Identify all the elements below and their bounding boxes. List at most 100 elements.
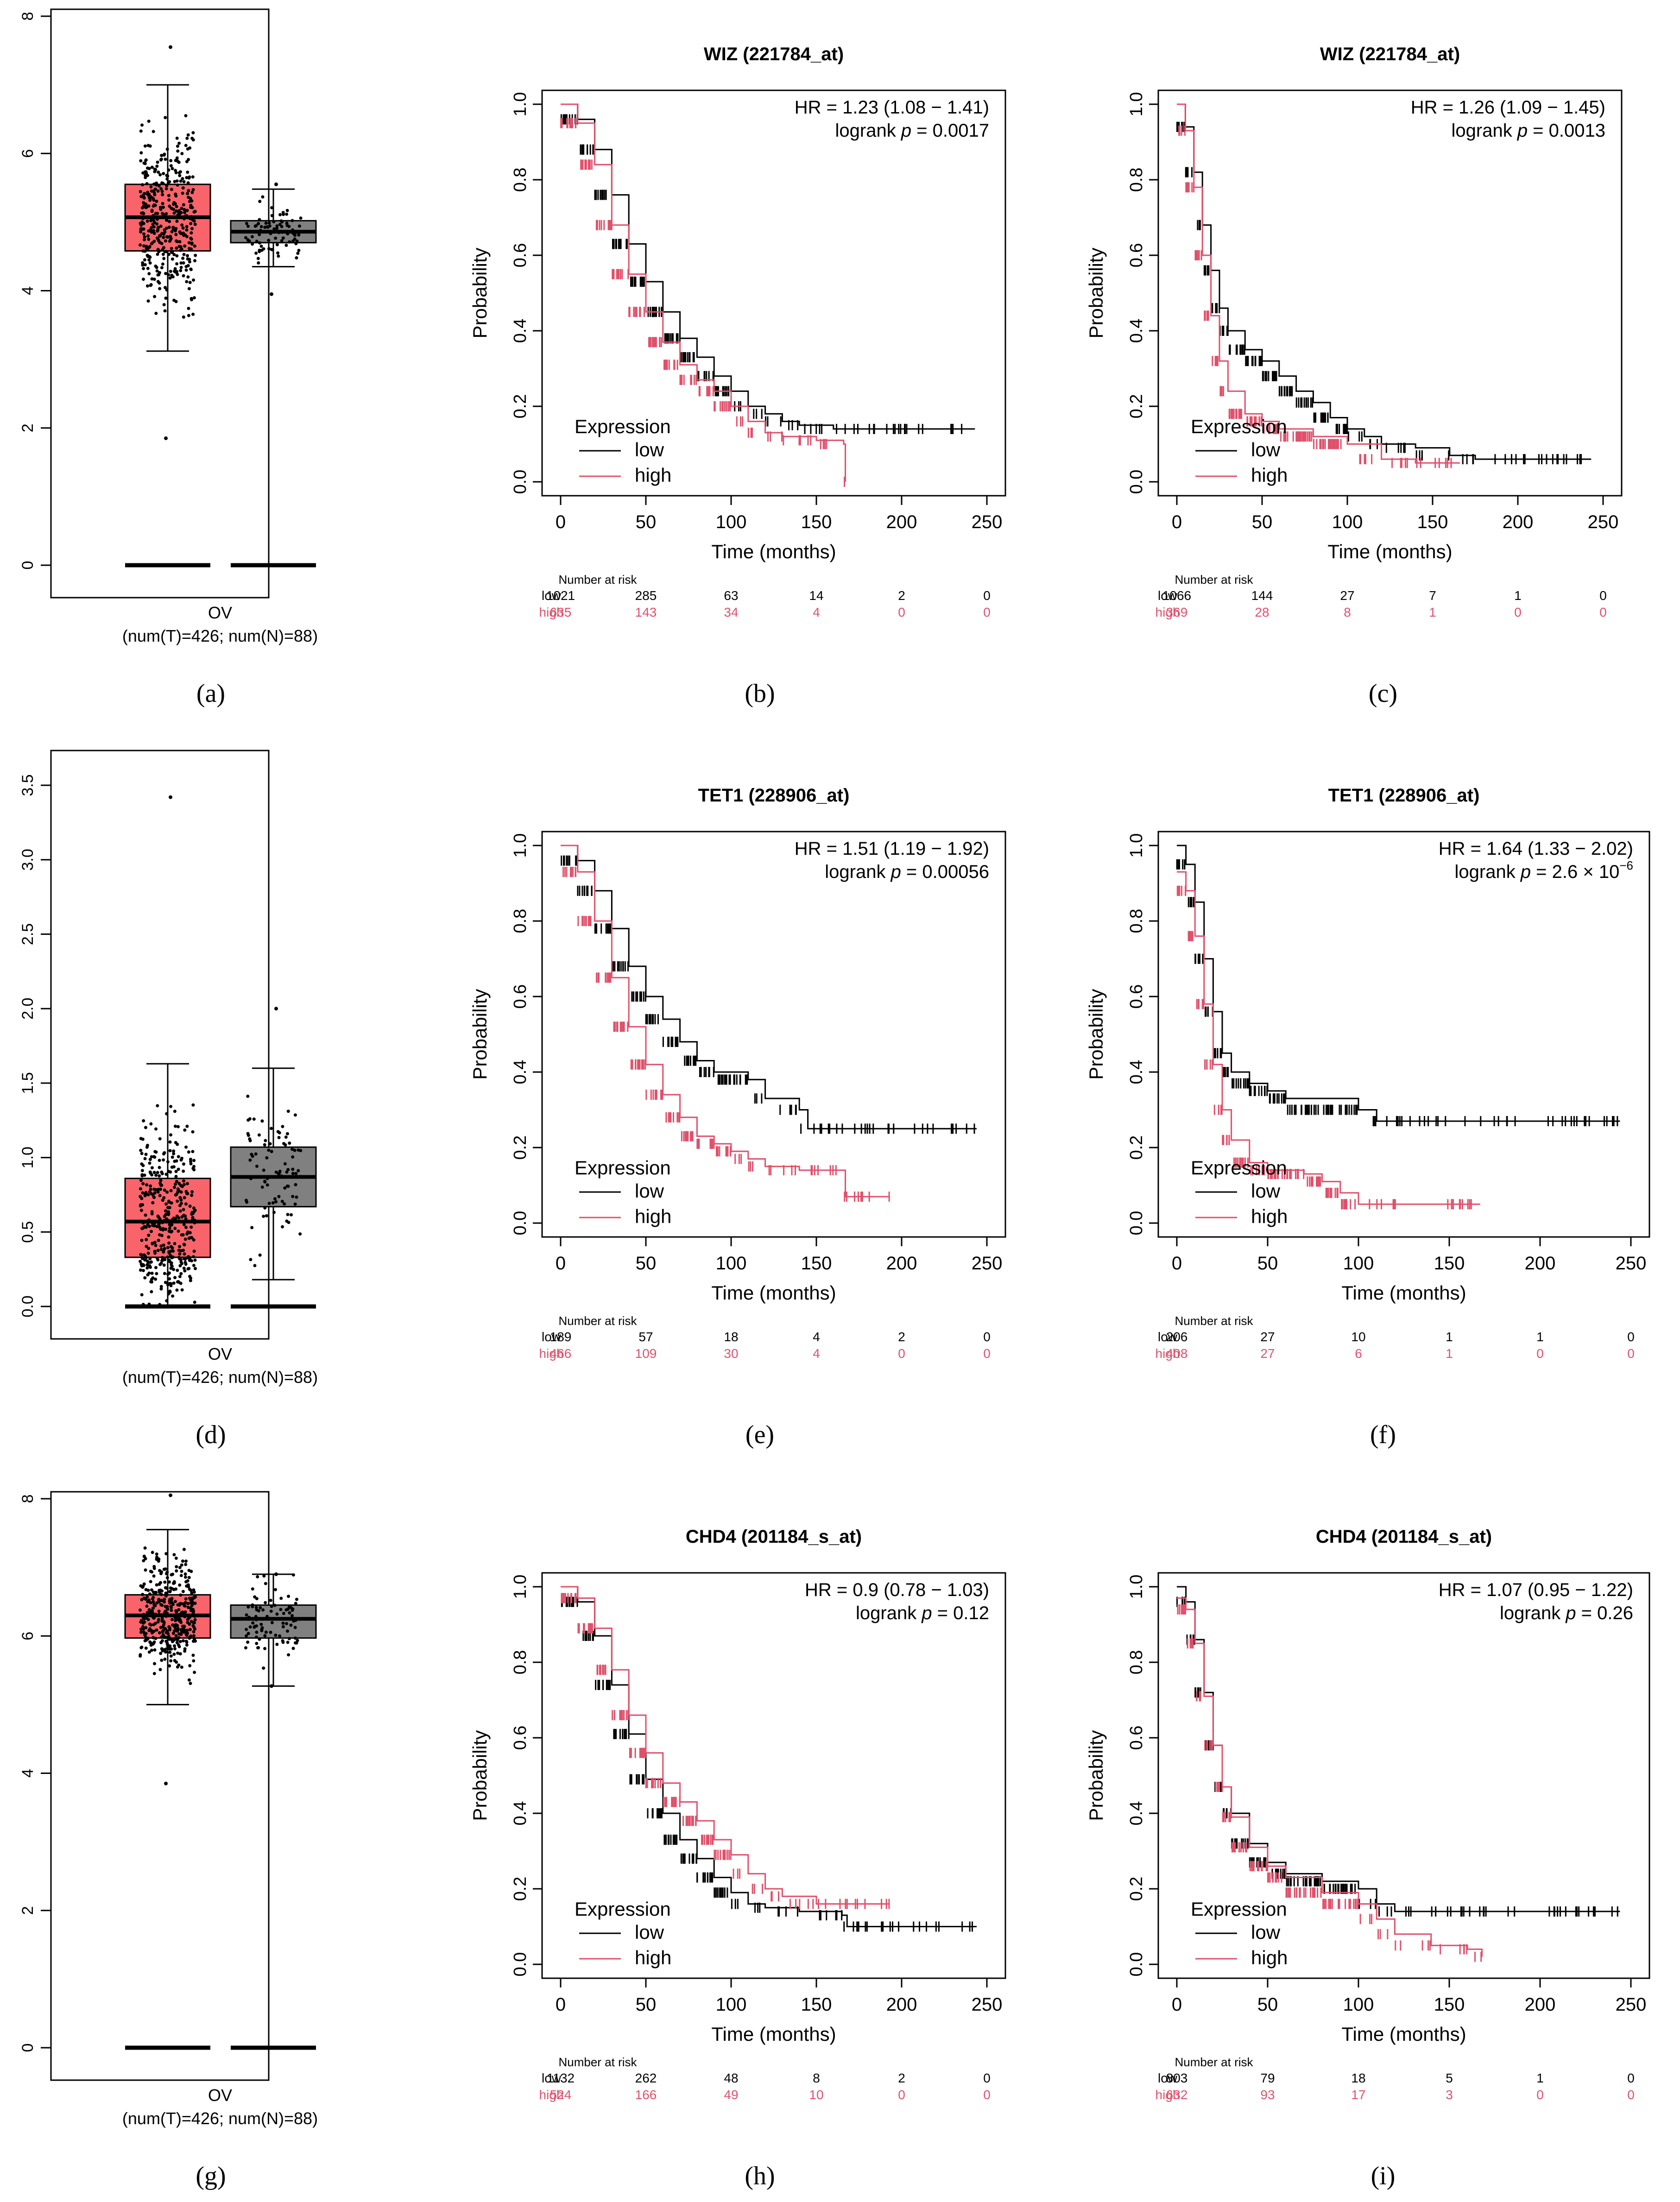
jitter-point <box>262 1574 266 1578</box>
jitter-point <box>265 1615 269 1618</box>
risk-count-low: 0 <box>1627 1330 1635 1344</box>
jitter-point <box>280 239 284 243</box>
jitter-point <box>192 1238 196 1242</box>
jitter-point <box>139 243 142 247</box>
jitter-point <box>180 1288 184 1292</box>
risk-count-high: 0 <box>898 1346 905 1361</box>
jitter-point <box>246 1605 250 1609</box>
jitter-point <box>180 223 184 227</box>
jitter-point <box>169 1189 173 1192</box>
jitter-point <box>176 1624 179 1628</box>
risk-count-high: 0 <box>983 1346 991 1361</box>
jitter-point <box>189 206 193 209</box>
jitter-point <box>274 236 278 240</box>
jitter-point <box>170 188 173 191</box>
jitter-point <box>286 232 290 236</box>
jitter-point <box>155 265 158 269</box>
jitter-point <box>173 1647 177 1651</box>
jitter-point <box>245 1634 248 1638</box>
jitter-point <box>261 1608 265 1612</box>
risk-count-low: 0 <box>983 2071 991 2085</box>
jitter-point <box>264 1139 267 1142</box>
jitter-point <box>164 1567 167 1571</box>
jitter-point <box>298 1232 302 1236</box>
jitter-point <box>189 1157 192 1161</box>
panel-label: (i) <box>1371 2162 1396 2190</box>
jitter-point <box>294 230 297 234</box>
jitter-point <box>155 164 159 168</box>
jitter-point <box>155 1305 159 1308</box>
jitter-point <box>295 239 299 243</box>
jitter-point <box>153 221 157 224</box>
jitter-point <box>144 1255 147 1258</box>
hazard-ratio-label: HR = 1.26 (1.09 − 1.45) <box>1411 97 1605 118</box>
jitter-point <box>142 196 146 200</box>
jitter-point <box>288 1611 291 1615</box>
y-tick-label: 0.2 <box>1127 1877 1146 1901</box>
jitter-point <box>171 1603 175 1606</box>
outlier-point <box>169 45 172 49</box>
jitter-point <box>165 1217 169 1221</box>
risk-count-high: 4 <box>813 605 820 619</box>
jitter-point <box>145 1244 148 1248</box>
km-curve-low <box>1177 103 1592 460</box>
plot-frame <box>50 8 270 599</box>
jitter-point <box>170 273 174 277</box>
jitter-point <box>273 1603 277 1607</box>
jitter-point <box>190 1591 194 1595</box>
outlier-point <box>270 1305 273 1308</box>
logrank-exponent: −6 <box>1619 858 1633 872</box>
jitter-point <box>142 1305 145 1308</box>
jitter-point <box>150 277 154 281</box>
y-tick-label: 2.5 <box>19 923 37 945</box>
jitter-point <box>168 220 171 223</box>
risk-count-high: 369 <box>1166 605 1188 619</box>
jitter-point <box>141 1625 145 1628</box>
jitter-point <box>167 1634 171 1638</box>
jitter-point <box>186 1230 189 1234</box>
jitter-point <box>291 1609 294 1612</box>
jitter-point <box>175 1660 178 1664</box>
jitter-point <box>144 1597 147 1601</box>
logrank-p: p <box>1520 862 1531 882</box>
jitter-point <box>144 202 148 206</box>
legend-label-low: low <box>635 1921 664 1943</box>
jitter-point <box>159 1285 163 1288</box>
jitter-point <box>152 214 155 217</box>
x-tick-label: 100 <box>1343 1994 1374 2015</box>
jitter-point <box>189 1599 193 1603</box>
jitter-point <box>139 1260 142 1263</box>
jitter-point <box>263 1143 266 1147</box>
risk-count-low: 262 <box>635 2071 657 2085</box>
jitter-point <box>256 257 260 260</box>
jitter-point <box>157 1613 161 1616</box>
logrank-prefix: logrank <box>1455 862 1521 882</box>
jitter-point <box>140 123 144 127</box>
jitter-point <box>157 170 160 174</box>
jitter-point <box>172 1216 176 1220</box>
jitter-point <box>186 254 189 258</box>
jitter-point <box>150 1212 154 1216</box>
jitter-point <box>181 1559 184 1563</box>
legend-title: Expression <box>575 1157 671 1179</box>
jitter-point <box>175 1159 178 1163</box>
jitter-point <box>159 1248 163 1251</box>
jitter-point <box>275 224 279 228</box>
logrank-prefix: logrank <box>825 862 891 882</box>
jitter-point <box>278 213 282 216</box>
y-tick-label: 2 <box>19 1906 37 1915</box>
jitter-point <box>272 220 276 223</box>
jitter-point <box>185 176 189 179</box>
risk-row-label-high: high <box>1156 2088 1180 2102</box>
jitter-point <box>167 168 171 172</box>
jitter-point <box>185 214 189 218</box>
risk-row-label-low: low <box>542 2071 562 2085</box>
jitter-point <box>143 1632 146 1635</box>
jitter-point <box>174 171 178 175</box>
y-tick-label: 2.0 <box>19 998 37 1020</box>
jitter-point <box>287 1595 291 1598</box>
legend-title: Expression <box>1191 1898 1287 1920</box>
jitter-point <box>161 252 165 256</box>
x-tick-label: 150 <box>801 512 832 532</box>
jitter-point <box>152 1155 156 1159</box>
